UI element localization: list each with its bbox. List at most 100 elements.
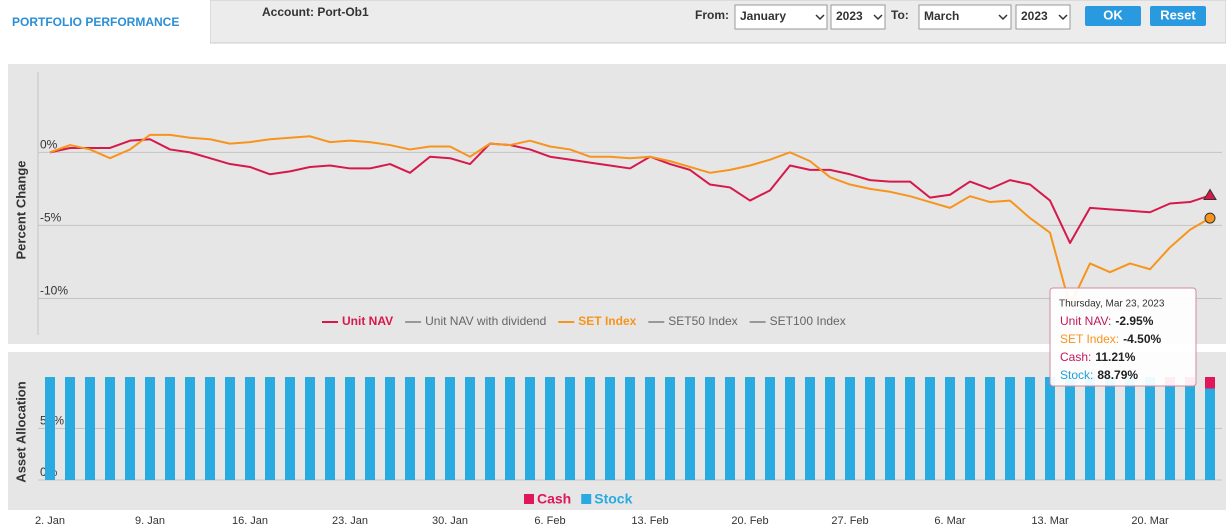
tooltip-date: Thursday, Mar 23, 2023 xyxy=(1059,299,1165,310)
bar-segment xyxy=(205,377,215,480)
end-marker xyxy=(1203,188,1217,200)
tooltip-item: SET Index: -4.50% xyxy=(1060,332,1162,346)
ok-label[interactable]: OK xyxy=(1103,7,1123,22)
tooltip-item: Cash: 11.21% xyxy=(1060,350,1136,364)
bar-segment xyxy=(685,377,695,480)
to-year[interactable]: 2023 xyxy=(1021,9,1048,23)
bar-segment xyxy=(885,377,895,480)
bar-segment xyxy=(525,377,535,480)
bar-segment xyxy=(265,377,275,480)
from-label: From: xyxy=(695,8,729,22)
tooltip-box xyxy=(1049,287,1197,387)
legend-label[interactable]: Unit NAV xyxy=(342,314,393,328)
bar-segment xyxy=(645,377,655,480)
y-tick-label: -5% xyxy=(40,211,62,225)
legend-label[interactable]: SET50 Index xyxy=(668,314,737,328)
legend-label[interactable]: SET100 Index xyxy=(770,314,846,328)
tooltip-label: Stock: xyxy=(1060,368,1093,382)
tooltip-value: 88.79% xyxy=(1097,368,1138,382)
bar-segment xyxy=(505,377,515,480)
from-month-select[interactable] xyxy=(734,4,828,30)
bar-segment xyxy=(105,377,115,480)
tooltip-value: 11.21% xyxy=(1095,350,1135,364)
x-tick-label: 6. Feb xyxy=(534,515,565,527)
bar-segment xyxy=(1185,386,1195,480)
bar-segment xyxy=(845,377,855,480)
bar-segment xyxy=(385,377,395,480)
tooltip-item: Unit NAV: -2.95% xyxy=(1060,314,1154,328)
legend-label[interactable]: SET Index xyxy=(578,314,636,328)
legend-label[interactable]: Unit NAV with dividend xyxy=(425,314,546,328)
from-year[interactable]: 2023 xyxy=(836,9,863,23)
x-tick-label: 20. Mar xyxy=(1131,515,1169,527)
bar-segment xyxy=(345,377,355,480)
bar-segment xyxy=(1105,377,1115,480)
tab-title[interactable]: PORTFOLIO PERFORMANCE xyxy=(12,15,179,29)
legend-swatch xyxy=(581,494,592,504)
tooltip-label: Cash: xyxy=(1060,350,1091,364)
bar-segment xyxy=(1005,377,1015,480)
bar-segment xyxy=(605,377,615,480)
line-panel xyxy=(8,64,1226,344)
y-axis-title: Percent Change xyxy=(13,161,28,260)
bar-segment xyxy=(865,377,875,480)
bar-segment xyxy=(765,377,775,480)
to-month-select[interactable] xyxy=(918,4,1012,30)
reset-label[interactable]: Reset xyxy=(1160,7,1196,22)
tooltip-label: SET Index: xyxy=(1060,332,1119,346)
bar-segment xyxy=(725,377,735,480)
bar-segment xyxy=(805,377,815,480)
bar-segment xyxy=(285,377,295,480)
x-tick-label: 13. Feb xyxy=(631,515,668,527)
bar-segment xyxy=(365,377,375,480)
chevron xyxy=(815,14,825,21)
bar-segment xyxy=(1145,377,1155,480)
chevron xyxy=(873,14,883,21)
bar-segment xyxy=(1025,377,1035,480)
bar-segment xyxy=(825,377,835,480)
tooltip-value: -2.95% xyxy=(1115,314,1153,328)
bar-segment xyxy=(1125,377,1135,480)
bar-segment xyxy=(905,377,915,480)
bar-segment xyxy=(85,377,95,480)
bar-segment xyxy=(965,377,975,480)
legend-label[interactable]: Cash xyxy=(537,491,571,507)
bar-segment xyxy=(1205,377,1215,389)
to-month[interactable]: March xyxy=(924,9,959,23)
bar-segment xyxy=(465,377,475,480)
from-month[interactable]: January xyxy=(740,9,786,23)
series-line xyxy=(49,133,1211,307)
end-marker xyxy=(1204,212,1216,224)
bar-segment xyxy=(985,377,995,480)
bar-segment xyxy=(625,377,635,480)
bar-segment xyxy=(405,377,415,480)
bar-segment xyxy=(245,377,255,480)
bar-segment xyxy=(445,377,455,480)
legend-swatch xyxy=(524,494,534,504)
bar-segment xyxy=(565,377,575,480)
ok-button[interactable] xyxy=(1085,6,1141,26)
bar-segment xyxy=(125,377,135,480)
bar-segment xyxy=(545,377,555,480)
bar-segment xyxy=(165,377,175,480)
bar-segment xyxy=(945,377,955,480)
y-tick-label: 0% xyxy=(40,138,58,152)
plots: -10% -5% 0% Unit NAV Unit NAV with dividend S… xyxy=(35,72,1222,527)
bar-segment xyxy=(705,377,715,480)
account: Account: Port-Ob1 xyxy=(262,5,369,19)
tab[interactable] xyxy=(0,0,210,44)
bar-segment xyxy=(925,377,935,480)
y-axis-title: Asset Allocation xyxy=(13,381,28,482)
x-tick-label: 2. Jan xyxy=(35,515,65,527)
legend-label[interactable]: Stock xyxy=(594,491,632,507)
bar-segment xyxy=(585,377,595,480)
tooltip: Thursday, Mar 23, 2023 Unit NAV: -2.95% SE… xyxy=(1049,287,1197,387)
bar-segment xyxy=(785,377,795,480)
reset-button[interactable] xyxy=(1150,6,1206,26)
x-tick-label: 9. Jan xyxy=(135,515,165,527)
bar-segment xyxy=(185,377,195,480)
x-tick-label: 30. Jan xyxy=(432,515,468,527)
x-tick-label: 16. Jan xyxy=(232,515,268,527)
bar-segment xyxy=(425,377,435,480)
bar-segment xyxy=(145,377,155,480)
